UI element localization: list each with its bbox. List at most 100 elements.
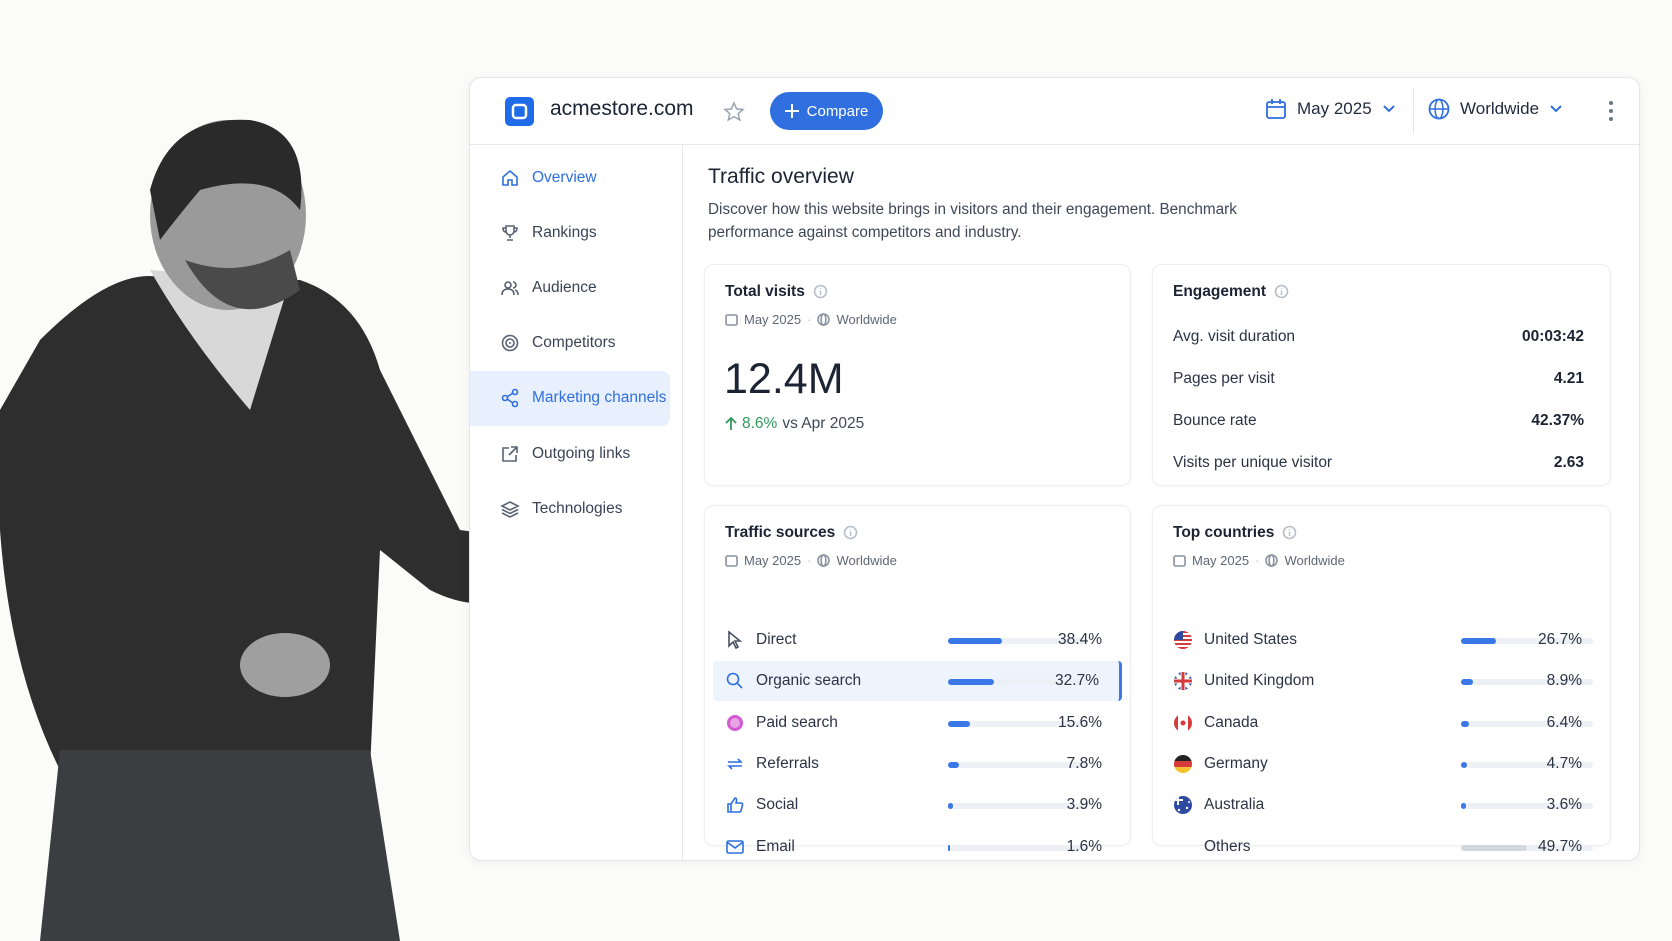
info-icon[interactable]: [1282, 525, 1297, 540]
metric-label: Avg. visit duration: [1173, 328, 1296, 345]
row-value: 7.8%: [1066, 754, 1102, 772]
calendar-icon: [725, 314, 738, 326]
separator: ·: [1255, 553, 1260, 568]
metric-value: 00:03:42: [1521, 328, 1584, 345]
row-name: Referrals: [756, 754, 819, 772]
metric-value: 2.63: [1553, 454, 1584, 471]
nav-label: Rankings: [532, 223, 597, 241]
row-value: 4.7%: [1546, 754, 1582, 772]
row-icon: [1173, 671, 1193, 696]
row-icon: [1173, 795, 1193, 820]
row-name: Australia: [1204, 796, 1265, 814]
bar: [948, 638, 1002, 644]
row-name: Others: [1204, 837, 1251, 855]
card-meta: May 2025 · Worldwide: [1173, 553, 1345, 568]
compare-button[interactable]: Compare: [770, 92, 883, 130]
meta-date: May 2025: [1192, 553, 1250, 568]
icon: [1174, 796, 1192, 815]
total-visits-card: Total visits May 2025 · Worldwide 12.4M 8.…: [704, 264, 1131, 486]
row-icon: [725, 713, 745, 738]
info-icon[interactable]: [813, 284, 828, 299]
top-bar: acmestore.com Compare May 2025 Worldwide: [470, 78, 1639, 145]
separator: ·: [807, 553, 812, 568]
bar-track: [948, 638, 1088, 644]
row-icon: [1173, 630, 1193, 655]
region-label: Worldwide: [1460, 99, 1540, 118]
nav-item[interactable]: Audience: [470, 260, 670, 315]
separator: ·: [807, 312, 812, 327]
site-logo: [505, 97, 534, 126]
bar: [1461, 844, 1527, 851]
bar: [1461, 638, 1497, 644]
bar: [1461, 803, 1466, 810]
nav-item[interactable]: Overview: [470, 150, 670, 205]
list-row: Email 1.6%: [713, 827, 1122, 867]
nav-label: Competitors: [532, 334, 616, 352]
engagement-row: Avg. visit duration 00:03:42: [1161, 317, 1602, 357]
bar-track: [1461, 844, 1593, 851]
metric-value: 42.37%: [1531, 412, 1584, 429]
row-value: 32.7%: [1055, 672, 1099, 690]
nav-item[interactable]: Competitors: [470, 316, 670, 371]
bar-track: [1461, 720, 1593, 727]
row-value: 26.7%: [1538, 631, 1582, 648]
date-picker[interactable]: May 2025: [1265, 98, 1396, 120]
row-name: Organic search: [756, 672, 862, 690]
region-picker[interactable]: Worldwide: [1428, 98, 1563, 120]
metric-value: 4.21: [1553, 370, 1584, 387]
globe-icon: [1265, 554, 1279, 567]
row-name: Direct: [756, 631, 797, 648]
list-row: Australia 3.6%: [1161, 785, 1602, 825]
info-icon[interactable]: [843, 525, 858, 540]
list-row: Organic search 32.7%: [713, 661, 1122, 702]
calendar-icon: [725, 555, 738, 567]
nav-item[interactable]: Technologies: [470, 481, 670, 536]
nav-item[interactable]: Outgoing links: [470, 426, 670, 481]
nav-item[interactable]: Marketing channels: [470, 370, 670, 426]
site-name: acmestore.com: [550, 97, 694, 120]
calendar-icon: [1266, 99, 1286, 119]
icon: [1174, 713, 1192, 732]
list-row: Social 3.9%: [713, 785, 1122, 825]
row-value: 1.6%: [1066, 837, 1102, 855]
nav-label: Audience: [532, 278, 597, 296]
app-window: acmestore.com Compare May 2025 Worldwide…: [469, 77, 1640, 861]
row-value: 38.4%: [1058, 631, 1102, 648]
change-row: 8.6% vs Apr 2025: [725, 415, 864, 433]
info-icon[interactable]: [1274, 284, 1289, 299]
bar: [1461, 679, 1473, 686]
meta-region: Worldwide: [836, 312, 897, 327]
nav-icon: [501, 281, 519, 295]
up-arrow: [725, 417, 737, 430]
list-row: United Kingdom 8.9%: [1161, 661, 1602, 701]
card-meta: May 2025 · Worldwide: [725, 553, 897, 568]
list-row: Direct 38.4%: [713, 620, 1122, 660]
row-value: 49.7%: [1538, 837, 1582, 855]
list-row: Paid search 15.6%: [713, 703, 1122, 743]
bar: [948, 803, 954, 810]
card-title: Traffic sources: [725, 524, 836, 541]
row-value: 15.6%: [1058, 713, 1102, 731]
icon: [1174, 754, 1192, 773]
row-name: Email: [756, 837, 795, 855]
row-icon: [725, 671, 745, 696]
list-row: Germany 4.7%: [1161, 744, 1602, 784]
icon: [1174, 631, 1192, 649]
nav-icon: [500, 500, 520, 518]
bar-track: [948, 679, 1088, 686]
bar-track: [948, 761, 1088, 768]
list-row: United States 26.7%: [1161, 620, 1602, 660]
metric-label: Visits per unique visitor: [1173, 454, 1333, 471]
favorite-star[interactable]: [723, 101, 745, 123]
row-icon: [725, 795, 745, 820]
chevron: [1550, 105, 1562, 113]
nav-item[interactable]: Rankings: [470, 205, 670, 260]
nav-icon: [501, 334, 519, 352]
metric-label: Pages per visit: [1173, 370, 1275, 387]
more-menu[interactable]: [1608, 100, 1614, 122]
row-name: Canada: [1204, 713, 1259, 731]
globe-icon: [1428, 98, 1450, 120]
globe-icon: [817, 313, 831, 326]
icon: [1174, 672, 1192, 691]
chevron: [1382, 105, 1395, 113]
